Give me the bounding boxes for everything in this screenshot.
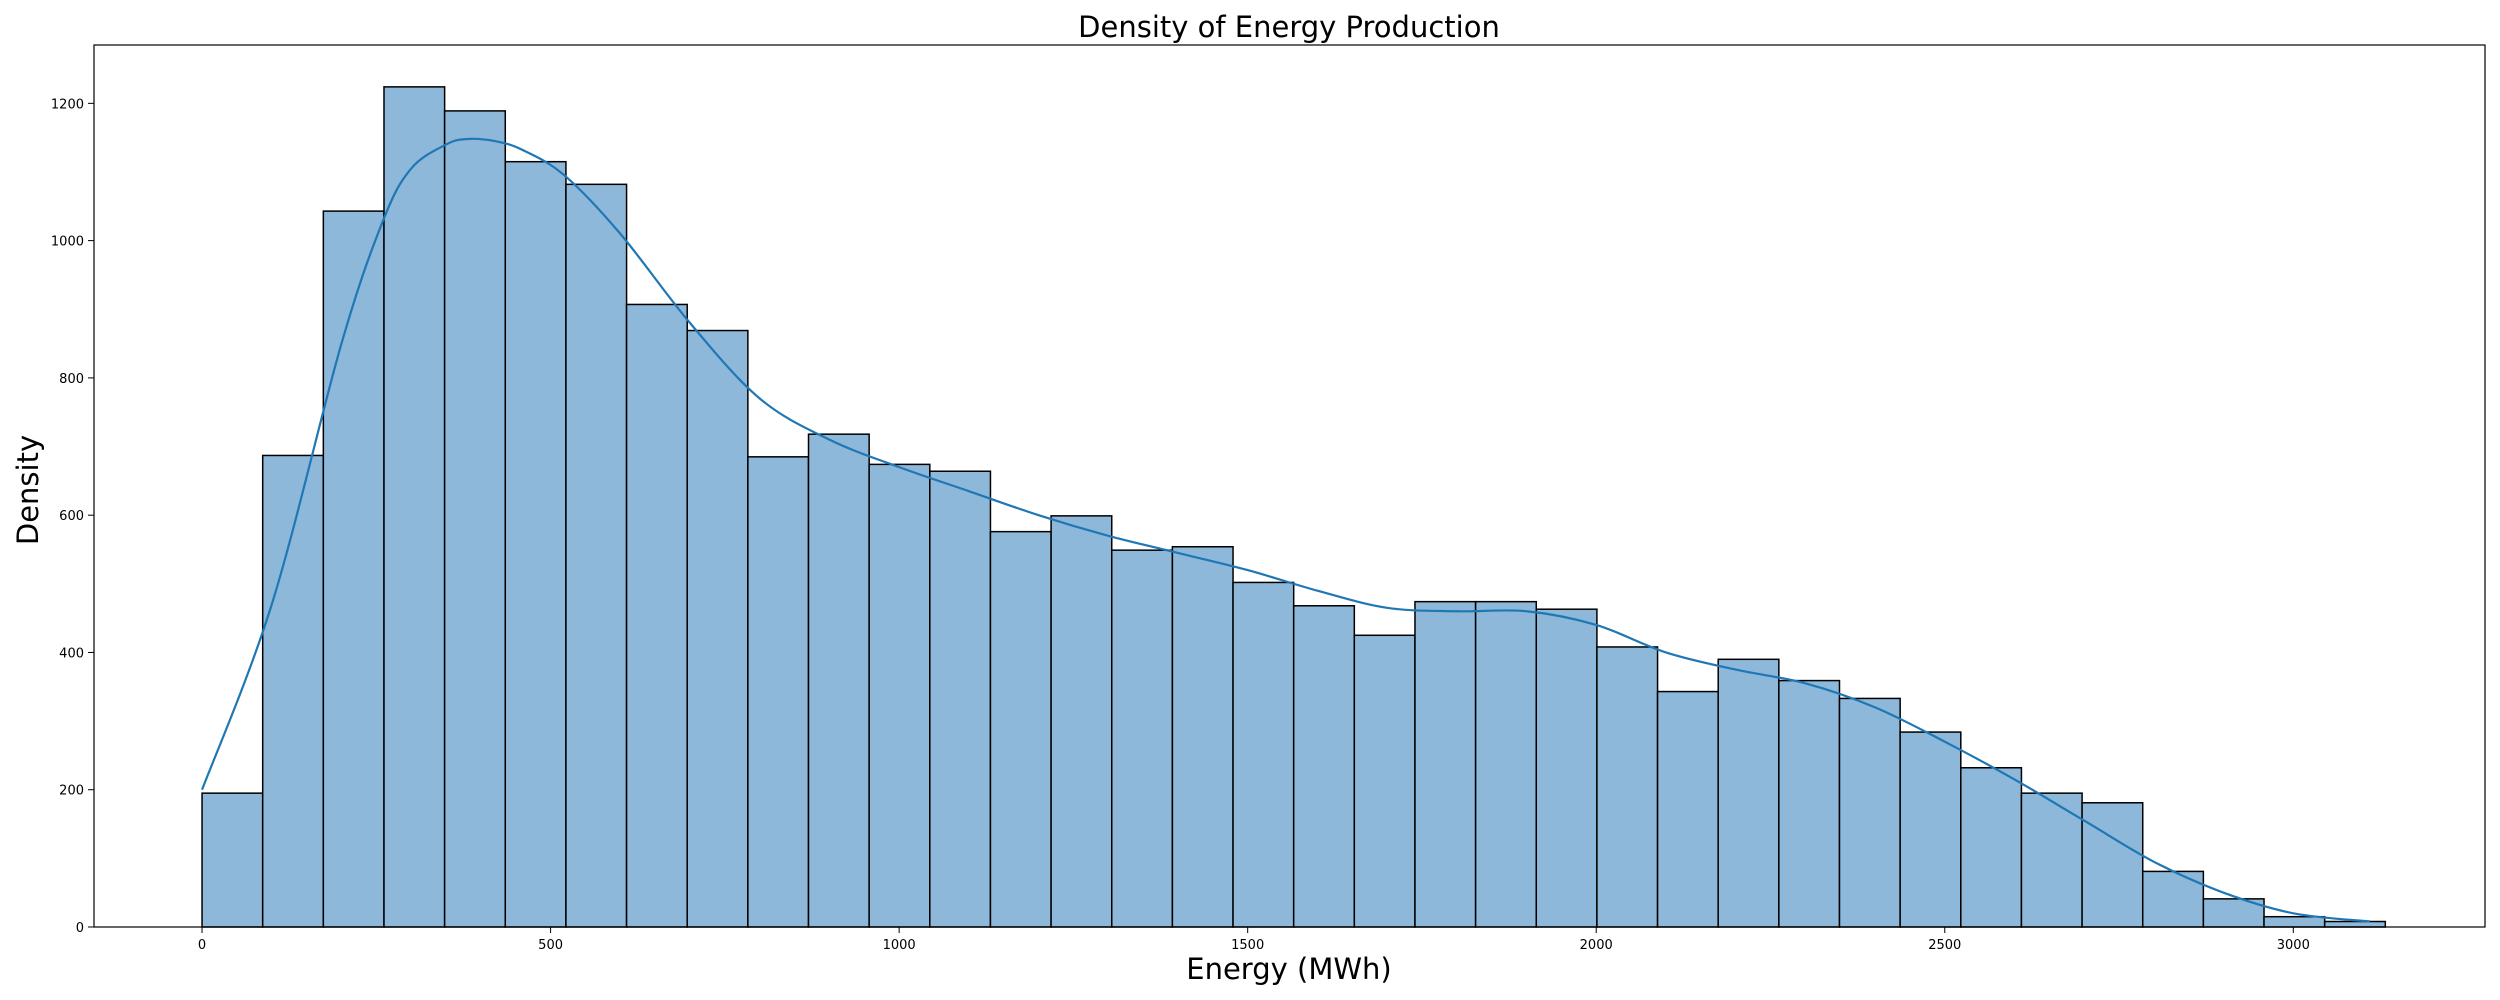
y-tick-label: 1200: [51, 97, 84, 112]
histogram-bar: [1474, 600, 1538, 928]
x-axis-label: Energy (MWh): [1186, 952, 1391, 986]
x-tick-label: 1500: [1231, 938, 1264, 953]
x-tick-label: 2000: [1580, 938, 1613, 953]
histogram-bar: [868, 463, 931, 928]
histogram-bar: [1171, 545, 1234, 928]
y-axis-label: Density: [11, 435, 45, 545]
chart-title: Density of Energy Production: [1078, 10, 1500, 44]
histogram-bar: [1838, 697, 1901, 928]
histogram-bar: [1778, 679, 1841, 928]
histogram-bar: [383, 86, 446, 928]
histogram-bar: [2323, 920, 2387, 928]
y-tick-label: 0: [76, 921, 84, 936]
y-tick-label: 1000: [51, 235, 84, 250]
histogram-bar: [1960, 767, 2023, 928]
y-tick-label: 400: [59, 646, 84, 661]
histogram-bar: [201, 792, 264, 928]
histogram-bar: [443, 110, 507, 928]
histogram-bar: [807, 433, 870, 928]
histogram-bar: [261, 454, 325, 928]
histogram-bar: [2141, 870, 2205, 928]
x-tick-label: 3000: [2277, 938, 2310, 953]
y-tick-label: 800: [59, 372, 84, 387]
histogram-bar: [1899, 731, 1962, 928]
histogram-bar: [322, 210, 385, 928]
plot-frame: [93, 44, 2486, 928]
histogram-bar: [686, 329, 749, 928]
histogram-bar: [1110, 549, 1174, 928]
histogram-bar: [1717, 658, 1780, 928]
y-tick-label: 200: [59, 784, 84, 799]
histogram-bar: [1414, 600, 1477, 928]
y-ticks: 0 200 400 600 800 1000 1200: [51, 97, 94, 936]
histogram-bar: [1535, 608, 1598, 928]
histogram-bar: [1232, 581, 1295, 928]
histogram-bar: [1656, 690, 1719, 928]
histogram-bar: [1596, 646, 1659, 928]
x-ticks: 0 500 1000 1500 2000 2500 3000: [198, 927, 2310, 953]
histogram-bar: [989, 530, 1052, 928]
histogram-bar: [2081, 802, 2144, 928]
histogram-bar: [1353, 634, 1416, 928]
histogram-bar: [625, 303, 688, 928]
kde-line: [201, 137, 2371, 923]
bars: [201, 86, 2387, 928]
x-tick-label: 500: [538, 938, 563, 953]
histogram-bar: [2263, 915, 2326, 928]
histogram-bar: [2020, 792, 2083, 928]
y-tick-label: 600: [59, 509, 84, 524]
x-tick-label: 1000: [883, 938, 916, 953]
x-tick-label: 0: [198, 938, 206, 953]
histogram-bar: [504, 160, 567, 928]
histogram-bar: [929, 470, 992, 928]
histogram-bar: [1050, 515, 1113, 928]
histogram-bar: [1292, 605, 1356, 928]
histogram-bar: [565, 183, 628, 928]
x-tick-label: 2500: [1928, 938, 1961, 953]
histogram-bar: [747, 456, 810, 928]
